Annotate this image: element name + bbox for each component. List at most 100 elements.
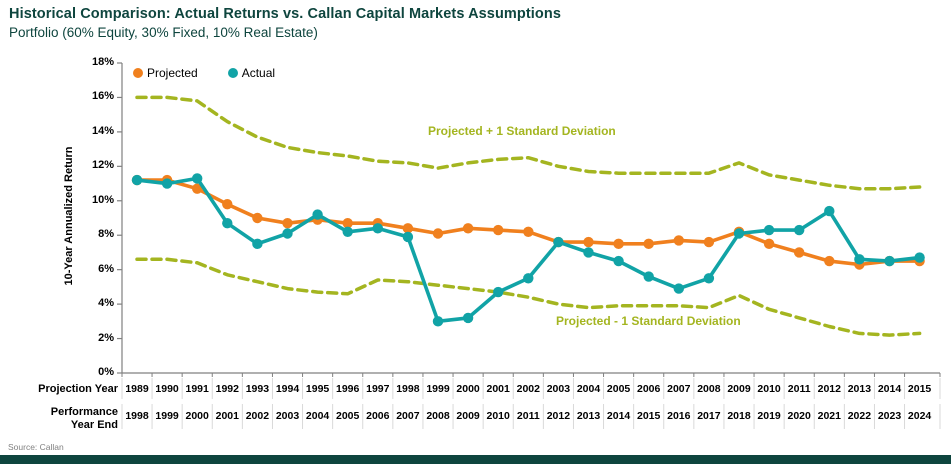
lower-band-label: Projected - 1 Standard Deviation — [556, 314, 741, 328]
actual-data-point — [462, 312, 474, 324]
actual-data-point — [824, 205, 835, 217]
actual-data-point — [673, 283, 684, 294]
legend-item-projected: Projected — [133, 66, 198, 80]
y-tick-label: 8% — [98, 228, 114, 241]
projection-year-label: 1989 — [125, 383, 149, 395]
projected-data-point — [824, 255, 835, 267]
performance-year-label: 2010 — [486, 410, 510, 422]
performance-year-label: 1999 — [155, 410, 179, 422]
projected-data-point — [794, 247, 805, 258]
projected-data-point — [673, 235, 684, 246]
performance-year-row-header: Performance Year End — [50, 406, 118, 431]
projected-data-point — [252, 212, 263, 224]
actual-data-point — [553, 236, 564, 248]
performance-year-label: 2018 — [727, 410, 751, 422]
projection-year-label: 2014 — [877, 383, 902, 395]
chart-legend: Projected Actual — [133, 66, 275, 80]
y-tick-label: 6% — [98, 262, 114, 275]
y-tick-label: 14% — [91, 124, 114, 137]
projection-year-label: 1998 — [396, 383, 420, 395]
performance-year-label: 2000 — [185, 410, 209, 422]
projected-data-point — [493, 224, 504, 236]
projected-data-point — [523, 226, 534, 237]
projection-year-label: 1992 — [215, 383, 239, 395]
performance-year-label: 2022 — [847, 410, 872, 422]
projected-data-point — [282, 217, 293, 229]
projection-year-label: 2012 — [817, 383, 841, 395]
performance-year-label: 1998 — [125, 410, 149, 422]
footer-accent-bar — [0, 455, 951, 464]
projected-data-point — [583, 236, 594, 248]
actual-data-point — [914, 252, 925, 263]
actual-data-point — [703, 273, 715, 284]
projected-series-marker-icon — [133, 68, 143, 78]
performance-year-label: 2011 — [516, 410, 540, 422]
performance-year-label: 2005 — [336, 410, 360, 422]
projection-year-label: 2013 — [847, 383, 872, 395]
performance-year-label: 2017 — [697, 410, 721, 422]
projected-data-point — [432, 228, 444, 239]
performance-year-label: 2023 — [877, 410, 902, 422]
actual-data-point — [222, 217, 233, 229]
projected-data-point — [222, 199, 233, 210]
projection-year-row-header: Projection Year — [38, 383, 118, 395]
projected-data-point — [402, 223, 414, 234]
actual-data-point — [523, 273, 534, 284]
y-tick-label: 16% — [91, 90, 114, 103]
performance-year-label: 2004 — [305, 410, 330, 422]
actual-data-point — [763, 224, 775, 236]
actual-data-point — [161, 178, 173, 189]
actual-data-point — [282, 228, 293, 239]
actual-data-point — [794, 224, 805, 236]
actual-series-marker-icon — [227, 68, 238, 78]
projection-year-label: 2003 — [546, 383, 571, 395]
actual-data-point — [854, 254, 865, 265]
projection-year-label: 2001 — [486, 383, 510, 395]
upper-band-label: Projected + 1 Standard Deviation — [428, 124, 616, 138]
y-tick-label: 12% — [91, 159, 114, 172]
performance-year-label: 2016 — [667, 410, 691, 422]
projection-year-label: 2006 — [637, 383, 661, 395]
page-title: Historical Comparison: Actual Returns vs… — [9, 6, 562, 22]
projection-year-label: 2011 — [787, 383, 811, 395]
performance-year-label: 2001 — [215, 410, 239, 422]
performance-year-label: 2015 — [637, 410, 661, 422]
projected-data-point — [703, 236, 715, 248]
projection-year-label: 2010 — [757, 383, 781, 395]
performance-year-label: 2007 — [396, 410, 420, 422]
projection-year-label: 1990 — [155, 383, 179, 395]
projection-year-label: 2000 — [456, 383, 480, 395]
projection-year-label: 2002 — [516, 383, 540, 395]
actual-data-point — [372, 223, 383, 234]
projected-data-point — [763, 238, 775, 250]
projection-year-label: 2005 — [606, 383, 631, 395]
projected-data-point — [342, 217, 353, 229]
projection-year-label: 1999 — [426, 383, 450, 395]
projection-year-label: 1994 — [275, 383, 300, 395]
projection-year-label: 1995 — [305, 383, 330, 395]
performance-year-label: 2013 — [576, 410, 601, 422]
legend-actual-label: Actual — [241, 66, 276, 80]
actual-data-point — [432, 316, 444, 327]
y-tick-label: 10% — [91, 193, 114, 206]
legend-projected-label: Projected — [147, 66, 198, 80]
performance-year-label: 2003 — [275, 410, 300, 422]
performance-year-label: 2006 — [366, 410, 390, 422]
std-deviation-band-line — [135, 257, 922, 337]
performance-year-label: 2019 — [757, 410, 781, 422]
projected-data-point — [192, 183, 203, 194]
projected-data-point — [643, 238, 654, 250]
projection-year-label: 1996 — [336, 383, 360, 395]
y-tick-label: 2% — [98, 331, 114, 344]
actual-data-point — [192, 173, 203, 184]
projection-year-label: 2008 — [697, 383, 721, 395]
performance-year-label: 2012 — [546, 410, 571, 422]
source-credit: Source: Callan — [8, 442, 64, 452]
performance-year-label: 2024 — [907, 410, 932, 422]
actual-data-point — [643, 271, 654, 282]
actual-data-point — [493, 286, 504, 298]
projected-data-point — [462, 223, 474, 234]
projection-year-label: 2009 — [727, 383, 751, 395]
